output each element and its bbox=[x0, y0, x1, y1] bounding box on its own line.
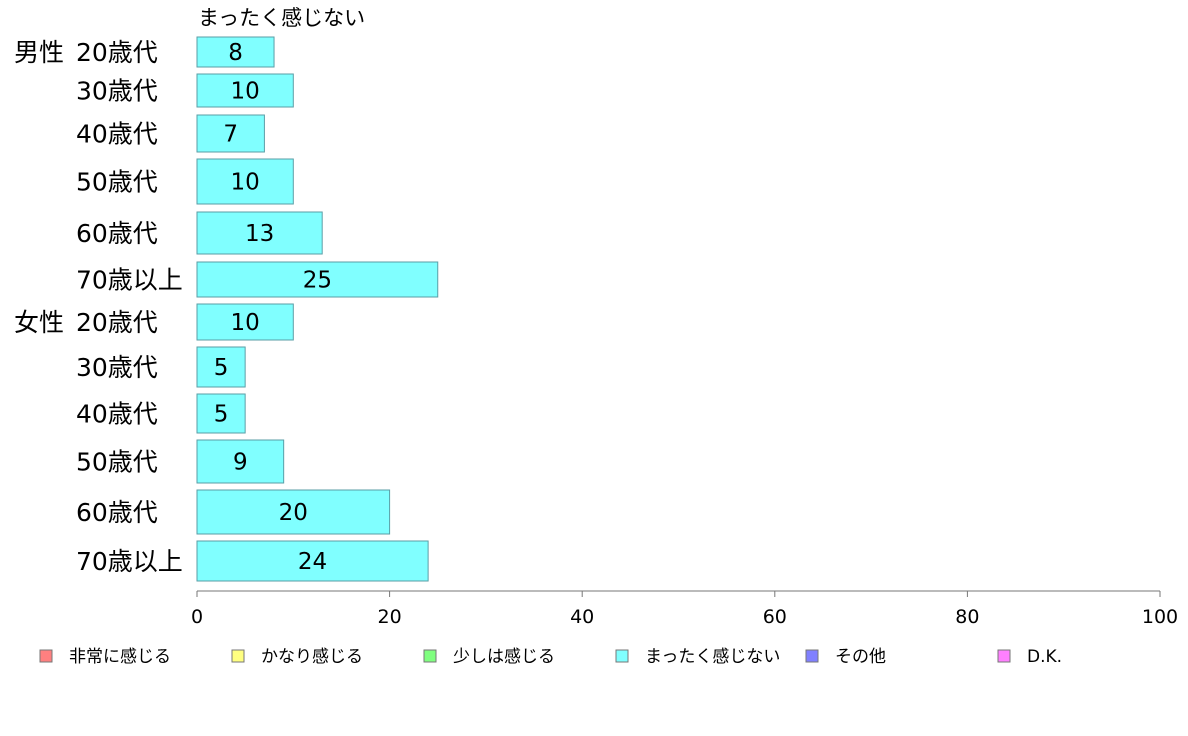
legend-swatch bbox=[997, 649, 1011, 663]
bar-value-label: 9 bbox=[233, 450, 248, 476]
series-title: まったく感じない bbox=[198, 6, 365, 30]
bar-value-label: 25 bbox=[303, 268, 332, 294]
x-tick-label: 60 bbox=[763, 606, 787, 628]
legend-swatch bbox=[805, 649, 819, 663]
bar-value-label: 10 bbox=[231, 310, 260, 336]
category-label: 30歳代 bbox=[76, 77, 158, 106]
bar-segment bbox=[196, 261, 439, 298]
bar-value-label: 20 bbox=[279, 500, 308, 526]
bar-value-label: 5 bbox=[214, 355, 229, 381]
bar-segment bbox=[196, 73, 294, 108]
category-label: 50歳代 bbox=[76, 168, 158, 197]
category-label: 20歳代 bbox=[76, 308, 158, 337]
bar-value-label: 7 bbox=[223, 122, 238, 148]
bar-value-label: 13 bbox=[245, 221, 274, 247]
x-tick-label: 40 bbox=[570, 606, 594, 628]
category-label: 60歳代 bbox=[76, 219, 158, 248]
legend-label: まったく感じない bbox=[645, 647, 780, 667]
bar-value-label: 8 bbox=[228, 40, 243, 66]
bar-segment bbox=[196, 540, 429, 582]
category-label: 70歳以上 bbox=[76, 266, 183, 295]
bar-segment bbox=[196, 393, 246, 434]
legend-label: 非常に感じる bbox=[69, 647, 171, 667]
bar-value-label: 5 bbox=[214, 402, 229, 428]
category-label: 20歳代 bbox=[76, 38, 158, 67]
bar-value-label: 10 bbox=[231, 170, 260, 196]
bar-value-label: 24 bbox=[298, 549, 327, 575]
legend-label: かなり感じる bbox=[261, 647, 363, 667]
category-label: 40歳代 bbox=[76, 120, 158, 149]
category-label: 30歳代 bbox=[76, 353, 158, 382]
group-label: 女性 bbox=[14, 308, 64, 337]
x-tick-label: 20 bbox=[378, 606, 402, 628]
category-label: 70歳以上 bbox=[76, 547, 183, 576]
bar-segment bbox=[196, 489, 391, 535]
bar-segment bbox=[196, 158, 294, 205]
legend-swatch bbox=[231, 649, 245, 663]
bar-segment bbox=[196, 439, 285, 484]
legend-label: D.K. bbox=[1027, 647, 1062, 667]
bar-segment bbox=[196, 346, 246, 388]
category-label: 40歳代 bbox=[76, 400, 158, 429]
legend-label: その他 bbox=[835, 647, 886, 667]
legend-label: 少しは感じる bbox=[453, 647, 555, 667]
bar-segment bbox=[196, 211, 323, 255]
bar-segment bbox=[196, 114, 265, 153]
legend-swatch bbox=[423, 649, 437, 663]
category-label: 50歳代 bbox=[76, 448, 158, 477]
category-label: 60歳代 bbox=[76, 498, 158, 527]
legend-swatch bbox=[615, 649, 629, 663]
bar-segment bbox=[196, 36, 275, 68]
x-tick-label: 0 bbox=[191, 606, 203, 628]
x-tick-label: 100 bbox=[1142, 606, 1178, 628]
bar-value-label: 10 bbox=[231, 79, 260, 105]
group-label: 男性 bbox=[14, 38, 64, 67]
legend-swatch bbox=[39, 649, 53, 663]
bar-segment bbox=[196, 303, 294, 341]
x-tick-label: 80 bbox=[955, 606, 979, 628]
